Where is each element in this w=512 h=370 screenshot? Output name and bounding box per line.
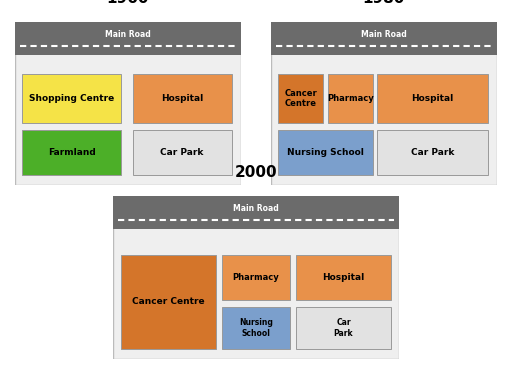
Text: Hospital: Hospital xyxy=(323,273,365,282)
Bar xyxy=(296,307,391,349)
Bar xyxy=(222,255,290,300)
Bar xyxy=(328,74,373,123)
Bar xyxy=(377,74,487,123)
Text: Hospital: Hospital xyxy=(411,94,454,103)
Bar xyxy=(296,255,391,300)
Text: Main Road: Main Road xyxy=(233,204,279,213)
Text: Main Road: Main Road xyxy=(105,30,151,39)
Text: Hospital: Hospital xyxy=(161,94,203,103)
Text: Car Park: Car Park xyxy=(411,148,454,157)
Bar xyxy=(22,74,121,123)
Text: Shopping Centre: Shopping Centre xyxy=(29,94,114,103)
Bar xyxy=(222,307,290,349)
Text: 2000: 2000 xyxy=(234,165,278,180)
Bar xyxy=(15,22,241,55)
Bar xyxy=(133,74,231,123)
Text: Car Park: Car Park xyxy=(160,148,204,157)
Text: Pharmacy: Pharmacy xyxy=(232,273,280,282)
Text: Cancer Centre: Cancer Centre xyxy=(132,297,205,306)
Text: Nursing
School: Nursing School xyxy=(239,318,273,338)
Bar xyxy=(278,130,373,175)
Text: 1980: 1980 xyxy=(363,0,405,6)
Bar xyxy=(271,22,497,55)
Text: Cancer
Centre: Cancer Centre xyxy=(284,89,317,108)
Text: Pharmacy: Pharmacy xyxy=(327,94,374,103)
Text: 1960: 1960 xyxy=(106,0,150,6)
Bar xyxy=(133,130,231,175)
Bar xyxy=(121,255,216,349)
Text: Main Road: Main Road xyxy=(361,30,407,39)
Text: Car
Park: Car Park xyxy=(334,318,353,338)
Bar xyxy=(113,196,399,229)
Bar xyxy=(22,130,121,175)
Text: Farmland: Farmland xyxy=(48,148,96,157)
Bar xyxy=(278,74,323,123)
Bar xyxy=(377,130,487,175)
Text: Nursing School: Nursing School xyxy=(287,148,364,157)
